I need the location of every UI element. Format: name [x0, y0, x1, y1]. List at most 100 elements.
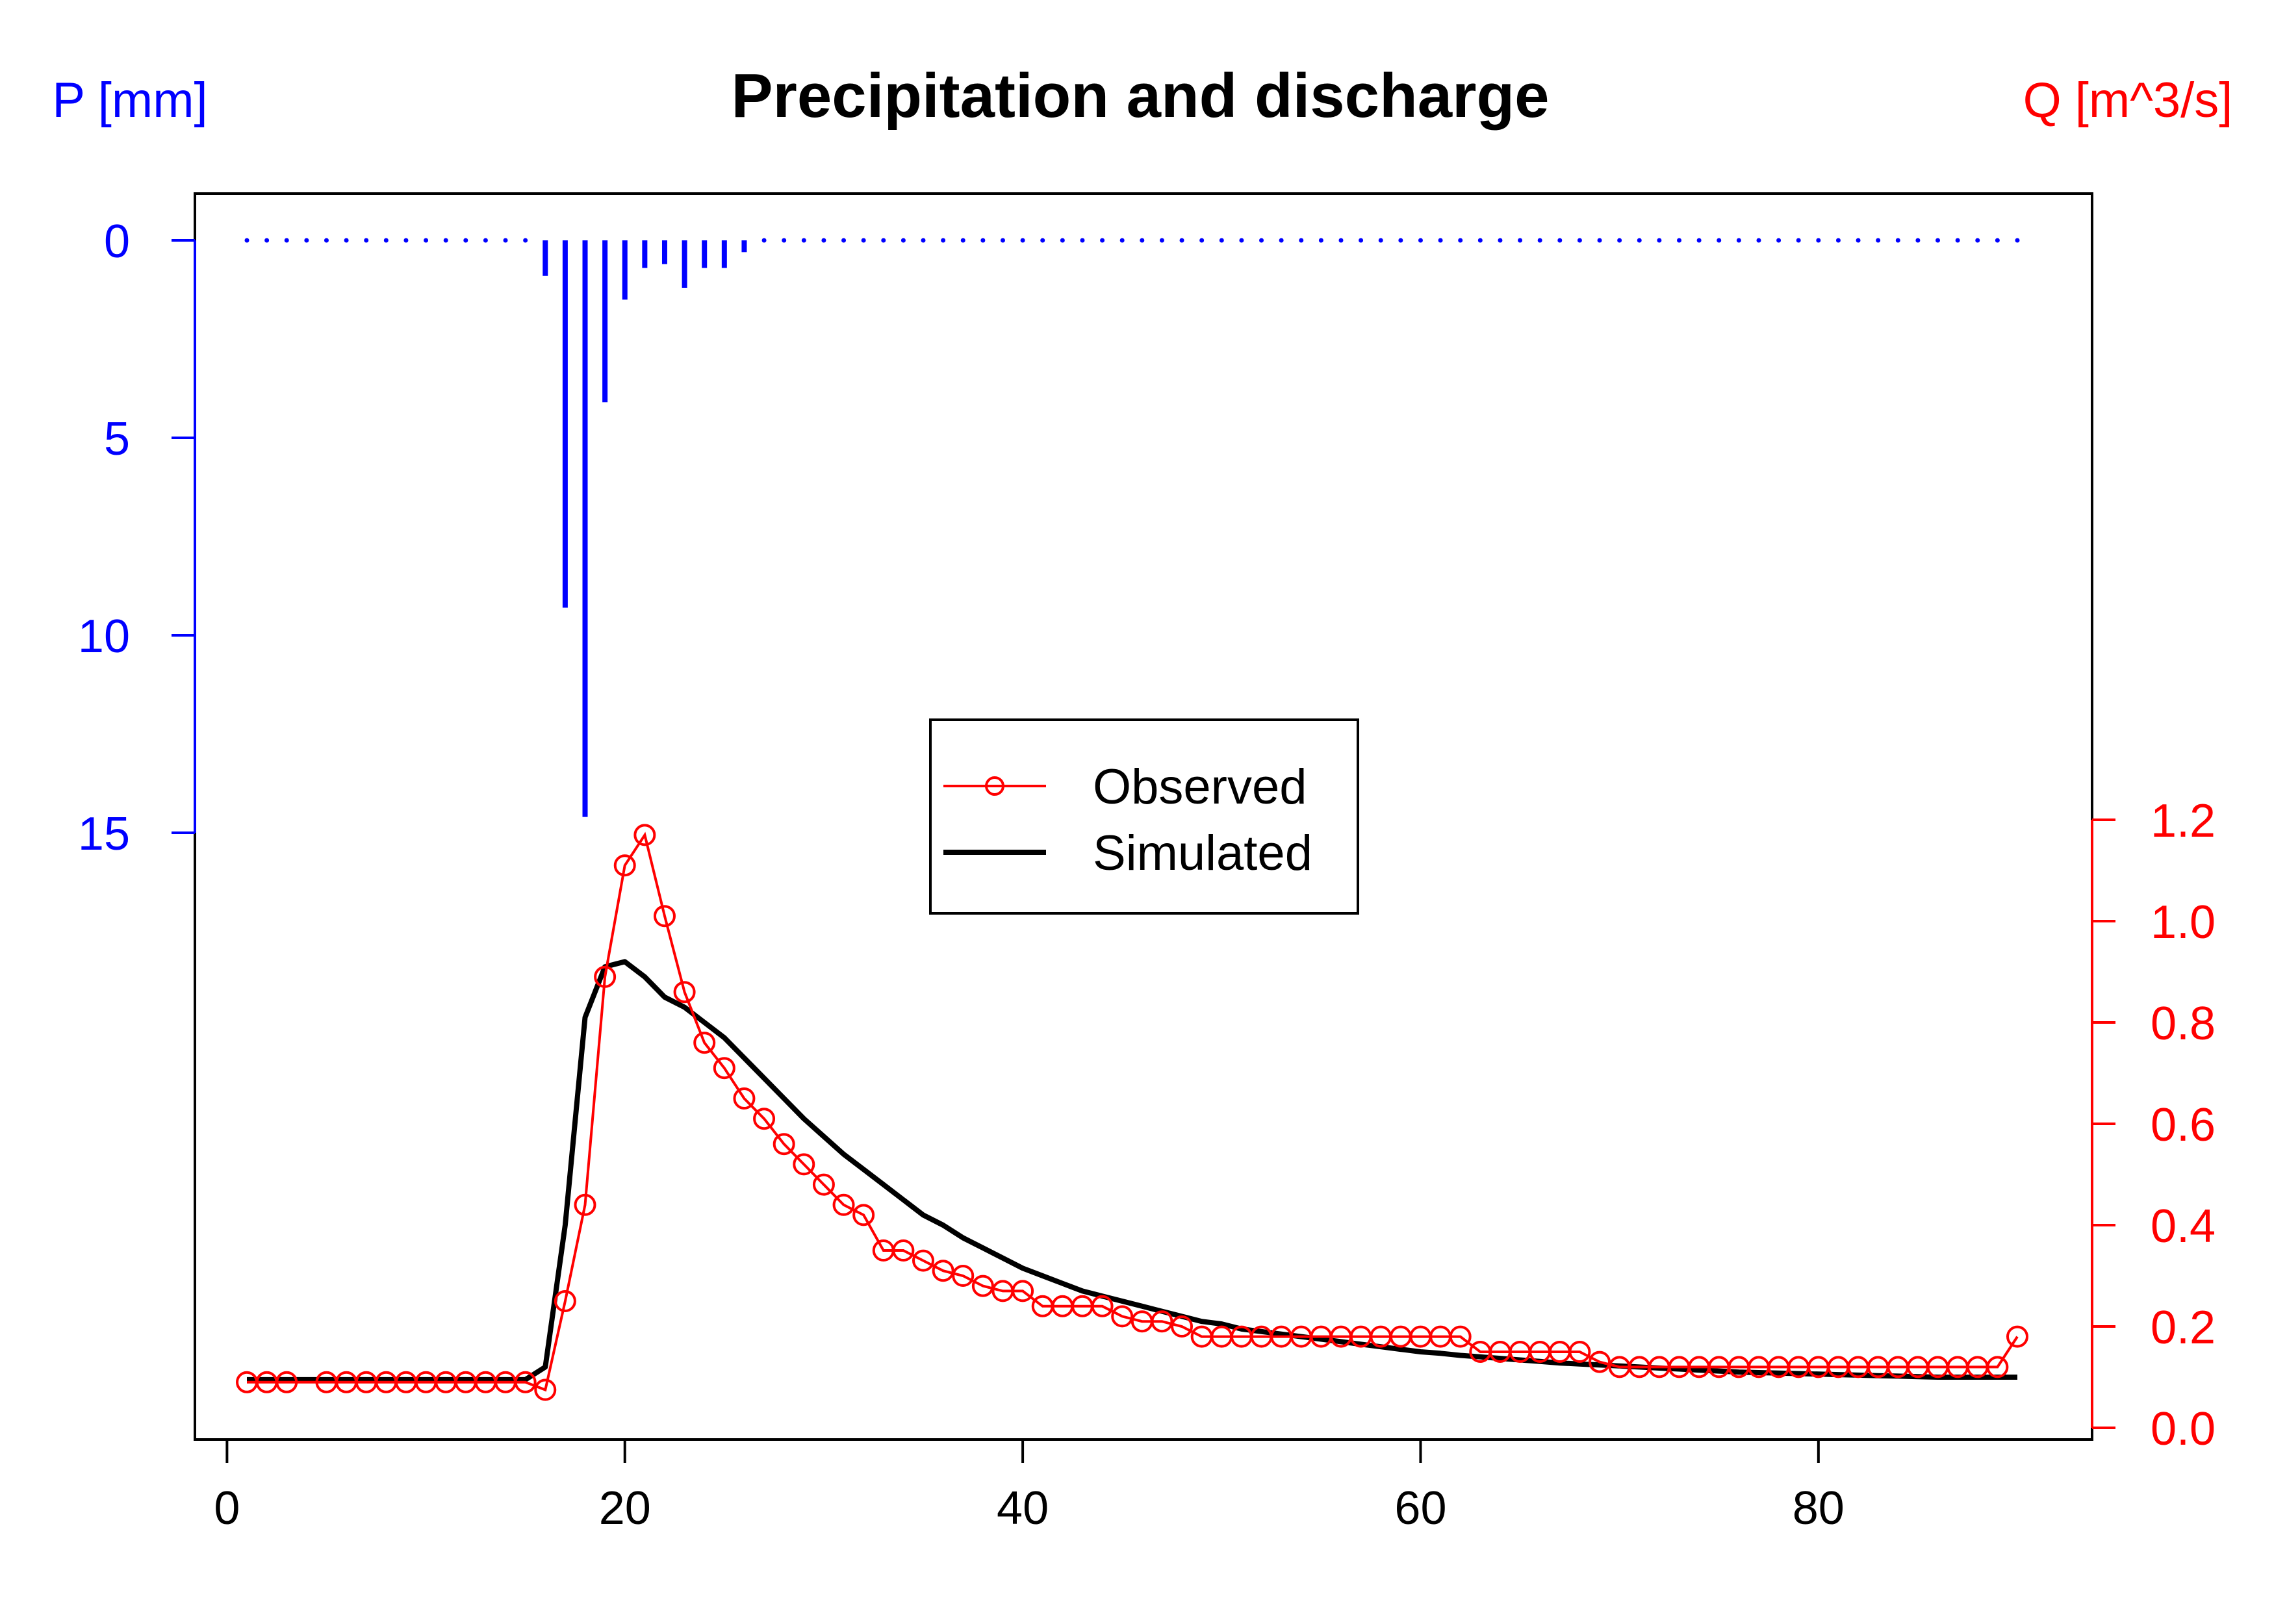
- precip-bar: [782, 238, 787, 243]
- observed-point: [1449, 1325, 1472, 1348]
- precip-bar: [304, 238, 309, 243]
- precip-bar: [921, 238, 926, 243]
- precip-bar: [1398, 238, 1403, 243]
- precip-bar: [1935, 238, 1941, 243]
- precip-bar: [841, 238, 847, 243]
- observed-point: [773, 1133, 795, 1156]
- precip-bar: [344, 238, 349, 243]
- observed-point: [932, 1260, 954, 1282]
- precip-bar: [1498, 238, 1503, 243]
- observed-point: [1091, 1295, 1114, 1317]
- precip-bar: [383, 238, 389, 243]
- x-tick-label: 20: [599, 1482, 651, 1534]
- observed-point: [693, 1032, 716, 1054]
- precip-bar: [1955, 238, 1960, 243]
- precip-bar: [1438, 238, 1443, 243]
- precip-bar: [1835, 238, 1841, 243]
- precip-bar: [424, 238, 429, 243]
- precip-bar: [1995, 238, 2000, 243]
- precip-bar: [1537, 238, 1542, 243]
- precip-bar: [1179, 238, 1184, 243]
- precip-bar: [1557, 238, 1563, 243]
- x-tick-label: 40: [997, 1482, 1049, 1534]
- discharge-tick-label: 1.0: [2151, 896, 2216, 948]
- precip-bar: [1299, 238, 1304, 243]
- observed-point: [534, 1378, 557, 1401]
- observed-point: [1568, 1341, 1591, 1363]
- discharge-axis: 0.0 0.2 0.4 0.6 0.8 1.0 1.2: [2091, 795, 2216, 1455]
- precip-bar: [1477, 238, 1483, 243]
- precip-bar: [523, 238, 528, 243]
- precip-bar: [1239, 238, 1244, 243]
- precip-bar: [1577, 238, 1582, 243]
- x-tick-label: 80: [1793, 1482, 1845, 1534]
- precip-bar: [1140, 238, 1145, 243]
- precip-bar: [1796, 238, 1801, 243]
- observed-point: [1986, 1356, 2009, 1378]
- precip-bar: [1119, 238, 1125, 243]
- precip-bar: [244, 238, 249, 243]
- discharge-tick-label: 0.0: [2151, 1403, 2216, 1455]
- observed-point: [793, 1153, 815, 1176]
- precip-bar: [1756, 238, 1761, 243]
- precip-bar: [503, 238, 508, 243]
- precip-tick-label: 0: [104, 216, 130, 268]
- precip-bar: [324, 238, 329, 243]
- precip-bar: [2015, 238, 2020, 243]
- observed-point: [892, 1239, 915, 1262]
- precip-bar: [1676, 238, 1681, 243]
- precip-bar: [1279, 238, 1284, 243]
- precip-bar: [1458, 238, 1463, 243]
- observed-point: [812, 1173, 835, 1196]
- observed-point: [1171, 1315, 1194, 1338]
- precip-axis: 0 5 10 15: [78, 216, 196, 860]
- precip-bar: [941, 238, 946, 243]
- precip-bar: [881, 238, 886, 243]
- precip-bar: [960, 238, 965, 243]
- precip-bar: [1915, 238, 1921, 243]
- precip-bar: [1975, 238, 1980, 243]
- observed-point: [613, 854, 636, 877]
- precip-bar: [1378, 238, 1383, 243]
- precip-bar: [1040, 238, 1045, 243]
- observed-point: [832, 1193, 855, 1216]
- precip-bar: [1000, 238, 1005, 243]
- precip-bar: [1597, 238, 1602, 243]
- precip-bar: [1159, 238, 1164, 243]
- precip-tick-label: 10: [78, 611, 130, 663]
- chart-title: Precipitation and discharge: [732, 61, 1550, 131]
- precip-bar: [1359, 238, 1364, 243]
- observed-point: [1012, 1280, 1034, 1302]
- precip-bar: [483, 238, 488, 243]
- precip-bar: [1895, 238, 1900, 243]
- observed-point: [713, 1057, 735, 1080]
- precip-bar: [1418, 238, 1423, 243]
- precip-bar: [1657, 238, 1662, 243]
- x-tick-label: 60: [1394, 1482, 1446, 1534]
- precip-bar: [443, 238, 448, 243]
- observed-point: [952, 1265, 975, 1287]
- legend: Observed Simulated: [929, 718, 1359, 915]
- observed-point: [594, 965, 617, 988]
- precip-bar: [1736, 238, 1741, 243]
- discharge-tick-label: 0.6: [2151, 1099, 2216, 1151]
- simulated-line: [247, 959, 2017, 1382]
- precip-bar: [1020, 238, 1025, 243]
- precip-bar: [1100, 238, 1105, 243]
- precip-bar: [1617, 238, 1622, 243]
- left-axis-label: P [mm]: [52, 73, 207, 128]
- precip-bar: [980, 238, 986, 243]
- observed-point: [912, 1249, 935, 1272]
- precip-bar: [801, 238, 806, 243]
- legend-observed-label: Observed: [1093, 759, 1307, 815]
- precip-bar: [1259, 238, 1264, 243]
- precip-bar: [1199, 238, 1205, 243]
- observed-series: [236, 824, 2028, 1401]
- precip-bar: [1518, 238, 1523, 243]
- precip-bar: [264, 238, 270, 243]
- legend-simulated-label: Simulated: [1093, 826, 1312, 881]
- precip-bar: [1318, 238, 1323, 243]
- legend-observed-marker: [985, 776, 1004, 796]
- precip-bar: [1060, 238, 1065, 243]
